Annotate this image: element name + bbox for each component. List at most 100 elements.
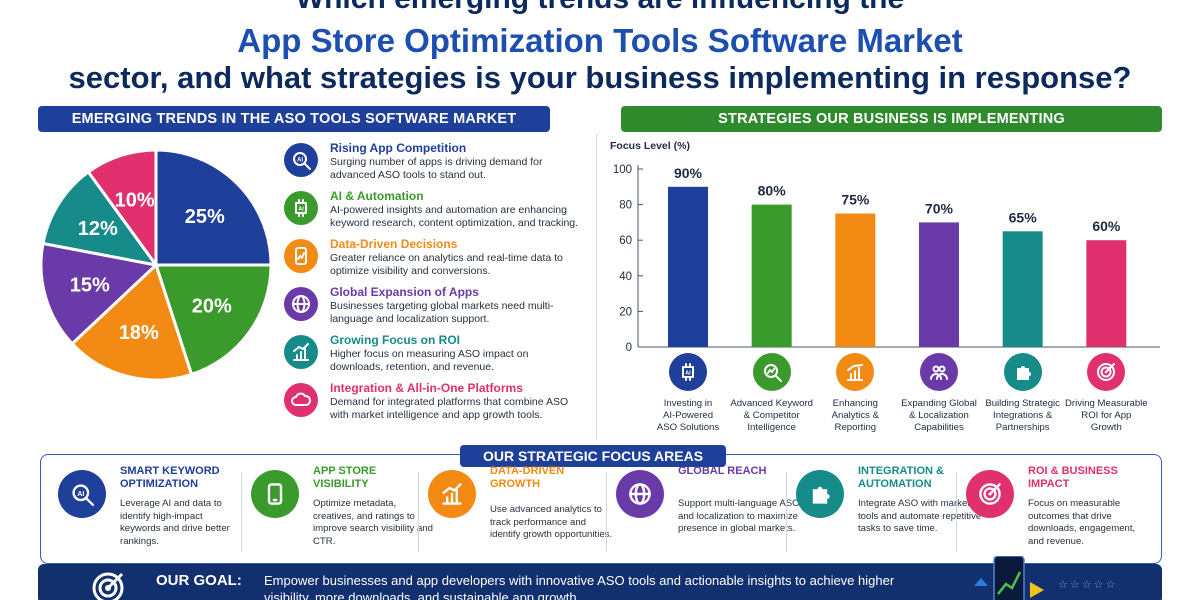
strategy-category: Driving Measurable ROI for App Growth <box>1061 353 1151 434</box>
phone-growth-icon <box>974 556 1044 600</box>
focus-area-title: GLOBAL REACH <box>678 465 767 477</box>
focus-area-description: Focus on measurable outcomes that drive … <box>1028 498 1136 547</box>
smartphone-icon <box>251 470 299 518</box>
trend-title: Global Expansion of Apps <box>330 285 479 299</box>
x-tick-label: Expanding Global & Localization Capabiliti… <box>901 398 977 433</box>
focus-area-title: INTEGRATION & AUTOMATION <box>858 465 944 490</box>
ai-chip-icon: AI <box>284 191 318 225</box>
svg-text:AI: AI <box>77 489 84 498</box>
y-tick-label: 40 <box>619 271 632 283</box>
strategy-bar <box>1002 231 1043 347</box>
trend-description: Higher focus on measuring ASO impact on … <box>330 348 529 373</box>
pie-slice-label: 18% <box>119 322 159 344</box>
focus-separator <box>241 472 242 552</box>
trend-description: AI-powered insights and automation are e… <box>330 204 579 229</box>
strategy-bar <box>668 186 708 347</box>
strategies-banner: STRATEGIES OUR BUSINESS IS IMPLEMENTING <box>621 106 1162 132</box>
focus-area-description: Optimize metadata, creatives, and rating… <box>313 498 433 547</box>
goal-text: Empower businesses and app developers wi… <box>264 573 895 600</box>
trend-title: Data-Driven Decisions <box>330 237 458 251</box>
trend-item: Data-Driven Decisions Greater reliance on… <box>284 237 584 283</box>
trend-title: Integration & All-in-One Platforms <box>330 381 523 395</box>
strategy-category-labels: AI Investing in AI-Powered ASO Solutions Adv… <box>640 353 1180 443</box>
pie-slice <box>39 241 160 346</box>
globe-icon <box>616 470 664 518</box>
strategy-bar <box>835 213 876 347</box>
ai-search-icon: AI <box>284 143 318 177</box>
bar-value-label: 90% <box>674 165 703 181</box>
y-tick-label: 60 <box>619 235 632 247</box>
bar-value-label: 80% <box>758 183 787 199</box>
trend-item: AI Rising App Competition Surging number o… <box>284 141 584 187</box>
focus-separator <box>418 472 419 552</box>
y-tick-label: 20 <box>619 306 632 318</box>
pie-slice-label: 20% <box>192 296 232 318</box>
ai-search-icon: AI <box>58 470 106 518</box>
trend-description: Surging number of apps is driving demand… <box>330 156 543 181</box>
title-line-3: sector, and what strategies is your busi… <box>68 60 1132 95</box>
trend-item: Growing Focus on ROI Higher focus on meas… <box>284 333 584 379</box>
strategy-category: Building Strategic Integrations & Partners… <box>978 353 1068 434</box>
goal-target-icon <box>92 572 124 600</box>
pie-slice <box>153 263 273 377</box>
focus-area-item: INTEGRATION & AUTOMATION Integrate ASO wi… <box>796 465 983 560</box>
trend-title: AI & Automation <box>330 189 424 203</box>
pie-slice-label: 15% <box>70 274 110 296</box>
focus-area-title: ROI & BUSINESS IMPACT <box>1028 465 1118 490</box>
focus-separator <box>606 472 607 552</box>
title-line-1: Which emerging trends are influencing th… <box>0 0 1200 16</box>
focus-area-item: ROI & BUSINESS IMPACT Focus on measurable… <box>966 465 1151 560</box>
trend-item: Global Expansion of Apps Businesses targe… <box>284 285 584 331</box>
cloud-icon <box>284 383 318 417</box>
x-tick-label: Investing in AI-Powered ASO Solutions <box>656 398 720 433</box>
svg-text:AI: AI <box>298 207 304 213</box>
y-tick-label: 80 <box>619 200 632 212</box>
ai-chip-icon: AI <box>669 353 707 391</box>
focus-area-description: Support multi-language ASO and localizat… <box>678 498 800 534</box>
bar-value-label: 60% <box>1092 218 1121 234</box>
focus-area-item: DATA-DRIVEN GROWTH Use advanced analytics… <box>428 465 613 560</box>
pie-slice <box>41 169 160 268</box>
x-tick-label: Driving Measurable ROI for App Growth <box>1065 398 1148 433</box>
target-icon <box>966 470 1014 518</box>
trend-title: Rising App Competition <box>330 141 467 155</box>
focus-area-item: APP STORE VISIBILITY Optimize metadata, c… <box>251 465 436 560</box>
trend-description: Businesses targeting global markets need… <box>330 300 554 325</box>
focus-area-description: Leverage AI and data to identify high-im… <box>120 498 230 547</box>
pie-slice-label: 10% <box>115 189 155 211</box>
svg-text:AI: AI <box>685 371 691 377</box>
target-icon <box>1087 353 1126 391</box>
x-tick-label: Advanced Keyword & Competitor Intelligence <box>730 398 813 433</box>
trend-description: Greater reliance on analytics and real-t… <box>330 252 563 277</box>
mobile-chart-icon <box>284 239 318 273</box>
growth-chart-icon <box>428 470 476 518</box>
strategy-category: AI Investing in AI-Powered ASO Solutions <box>643 353 733 434</box>
strategy-bar <box>751 204 792 347</box>
trends-banner: EMERGING TRENDS IN THE ASO TOOLS SOFTWAR… <box>38 106 550 132</box>
focus-area-title: SMART KEYWORD OPTIMIZATION <box>120 465 220 490</box>
y-tick-label: 100 <box>613 164 632 176</box>
svg-text:AI: AI <box>297 158 303 164</box>
bar-value-label: 65% <box>1009 209 1038 225</box>
goal-label: OUR GOAL: <box>156 572 242 589</box>
focus-separator <box>956 472 957 552</box>
puzzle-icon <box>796 470 844 518</box>
pie-slice-label: 25% <box>185 206 225 228</box>
globe-icon <box>284 287 318 321</box>
strategy-bar <box>1086 240 1127 347</box>
focus-areas-title: OUR STRATEGIC FOCUS AREAS <box>460 445 726 467</box>
focus-area-title: DATA-DRIVEN GROWTH <box>490 465 565 490</box>
strategy-category: Expanding Global & Localization Capabiliti… <box>894 353 984 434</box>
pie-slice <box>154 148 273 267</box>
bar-value-label: 75% <box>841 192 870 208</box>
y-tick-label: 0 <box>626 342 632 354</box>
focus-area-description: Use advanced analytics to track performa… <box>490 504 613 540</box>
trend-item: Integration & All-in-One Platforms Demand… <box>284 381 584 427</box>
focus-area-item: GLOBAL REACH Support multi-language ASO a… <box>616 465 801 560</box>
x-tick-label: Building Strategic Integrations & Partners… <box>985 398 1060 433</box>
strategy-category: Enhancing Analytics & Reporting <box>810 353 900 434</box>
focus-area-title: APP STORE VISIBILITY <box>313 465 377 490</box>
trend-title: Growing Focus on ROI <box>330 333 460 347</box>
focus-separator <box>786 472 787 552</box>
trends-pie-chart: 25% 20% 18% 15% 12% 10% <box>39 148 273 382</box>
